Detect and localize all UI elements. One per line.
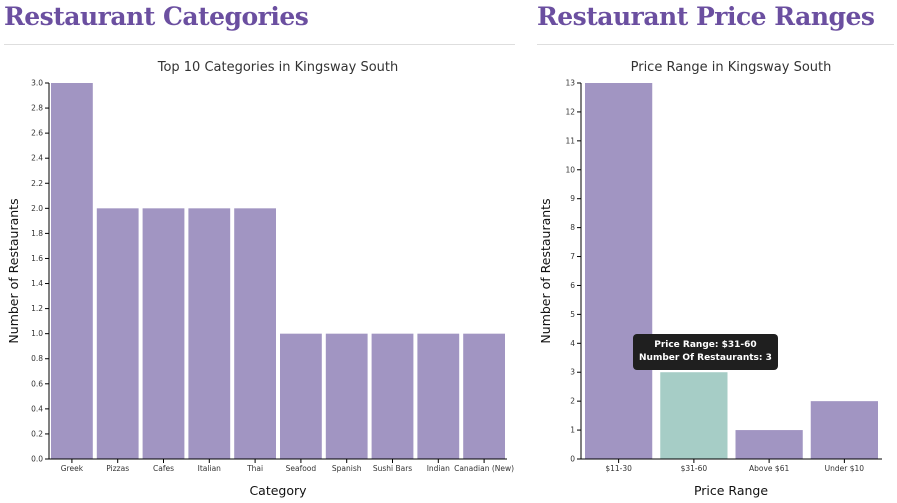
categories-x-tick-label: Indian [427, 464, 450, 473]
price-y-tick-label: 4 [570, 339, 575, 348]
categories-y-tick-label: 1.6 [31, 254, 43, 263]
price-bar-above-61[interactable] [735, 430, 803, 459]
categories-y-tick-label: 1.0 [31, 329, 43, 338]
price-y-tick-label: 5 [570, 310, 575, 319]
categories-bar-spanish[interactable] [325, 333, 368, 459]
categories-y-tick-label: 0.4 [31, 404, 43, 413]
price-x-tick-label: $31-60 [681, 464, 708, 473]
price-y-tick-label: 11 [565, 136, 575, 145]
price-y-tick-label: 10 [565, 165, 575, 174]
categories-y-tick-label: 0.0 [31, 455, 43, 464]
categories-bar-indian[interactable] [417, 333, 460, 459]
categories-heading: Restaurant Categories [4, 2, 309, 31]
categories-y-tick-label: 0.2 [31, 429, 43, 438]
price-y-tick-label: 9 [570, 194, 575, 203]
categories-bar-sushi-bars[interactable] [371, 333, 414, 459]
price-bar-under-10[interactable] [810, 401, 878, 459]
categories-bar-italian[interactable] [188, 208, 231, 459]
categories-chart-title: Top 10 Categories in Kingsway South [157, 60, 399, 75]
categories-x-axis-label: Category [249, 483, 307, 498]
categories-bar-cafes[interactable] [142, 208, 185, 459]
categories-x-tick-label: Pizzas [106, 464, 129, 473]
categories-y-tick-label: 1.8 [31, 229, 43, 238]
price-bar-11-30[interactable] [585, 83, 653, 459]
price-x-tick-label: Under $10 [825, 464, 865, 473]
categories-y-tick-label: 2.0 [31, 204, 43, 213]
price-x-axis-label: Price Range [694, 483, 768, 498]
price-y-tick-label: 7 [570, 252, 575, 261]
categories-y-axis-label: Number of Restaurants [6, 198, 21, 343]
price-y-tick-label: 2 [570, 397, 575, 406]
categories-y-tick-label: 0.6 [31, 379, 43, 388]
categories-y-tick-label: 2.8 [31, 104, 43, 113]
categories-x-tick-label: Canadian (New) [454, 464, 514, 473]
categories-y-tick-label: 0.8 [31, 354, 43, 363]
price-chart-title: Price Range in Kingsway South [631, 60, 832, 75]
categories-y-tick-label: 2.4 [31, 154, 43, 163]
categories-bar-pizzas[interactable] [96, 208, 139, 459]
tooltip-restaurant-count: Number Of Restaurants: 3 [639, 353, 772, 363]
categories-x-tick-label: Spanish [332, 464, 362, 473]
price-x-tick-label: $11-30 [605, 464, 632, 473]
categories-bar-greek[interactable] [51, 83, 93, 459]
categories-x-tick-label: Sushi Bars [373, 464, 412, 473]
price-y-tick-label: 8 [570, 223, 575, 232]
categories-y-tick-label: 1.2 [31, 304, 43, 313]
price-y-axis-label: Number of Restaurants [538, 198, 553, 343]
tooltip-price-range: Price Range: $31-60 [654, 340, 757, 350]
price-y-tick-label: 0 [570, 455, 575, 464]
categories-divider [4, 44, 515, 45]
price-x-tick-label: Above $61 [749, 464, 789, 473]
categories-bar-canadian-new[interactable] [463, 333, 505, 459]
categories-y-tick-label: 3.0 [31, 79, 43, 88]
price-ranges-divider [537, 44, 894, 45]
categories-bar-thai[interactable] [234, 208, 276, 459]
categories-x-tick-label: Thai [246, 464, 263, 473]
categories-y-tick-label: 2.6 [31, 129, 43, 138]
categories-y-tick-label: 1.4 [31, 279, 43, 288]
price-y-tick-label: 1 [570, 426, 575, 435]
categories-x-tick-label: Italian [198, 464, 222, 473]
bar-tooltip: Price Range: $31-60 Number Of Restaurant… [633, 334, 778, 370]
price-y-tick-label: 6 [570, 281, 575, 290]
price-ranges-heading: Restaurant Price Ranges [537, 2, 875, 31]
categories-bar-seafood[interactable] [280, 333, 322, 459]
price-bar-31-60[interactable] [660, 372, 728, 459]
categories-y-tick-label: 2.2 [31, 179, 43, 188]
categories-x-tick-label: Cafes [153, 464, 174, 473]
categories-x-tick-label: Greek [61, 464, 84, 473]
price-y-tick-label: 12 [565, 107, 575, 116]
categories-x-tick-label: Seafood [286, 464, 317, 473]
price-y-tick-label: 3 [570, 368, 575, 377]
price-y-tick-label: 13 [565, 79, 575, 88]
